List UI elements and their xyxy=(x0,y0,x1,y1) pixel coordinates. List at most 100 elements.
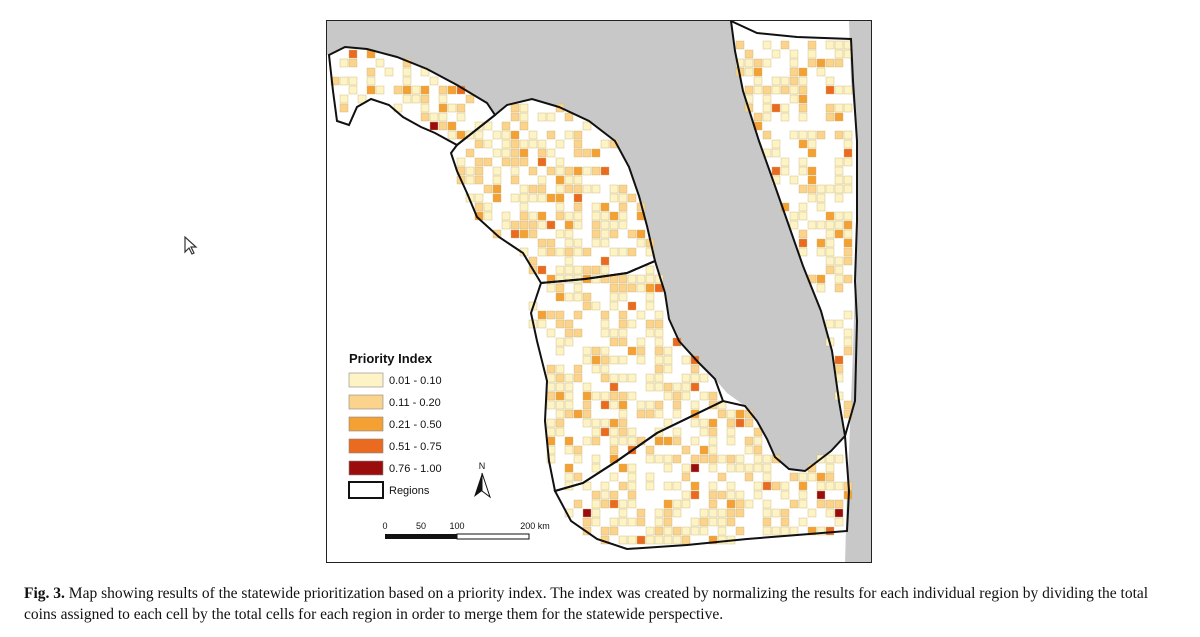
priority-cell xyxy=(807,220,817,230)
legend-label-4: 0.76 - 1.00 xyxy=(389,463,442,475)
priority-cell xyxy=(564,256,574,266)
priority-cell xyxy=(555,211,565,221)
priority-cell xyxy=(600,211,610,221)
priority-cell xyxy=(555,310,565,320)
priority-cell xyxy=(429,121,439,131)
legend-label-regions: Regions xyxy=(389,485,430,497)
priority-cell xyxy=(753,490,763,500)
priority-cell xyxy=(645,247,655,257)
priority-cell xyxy=(546,238,556,248)
priority-cell xyxy=(573,499,583,509)
priority-cell xyxy=(681,391,691,401)
priority-cell xyxy=(537,175,547,185)
priority-cell xyxy=(798,94,808,104)
priority-cell xyxy=(681,499,691,509)
priority-cell xyxy=(411,94,421,104)
priority-cell xyxy=(717,454,727,464)
priority-cell xyxy=(600,229,610,239)
priority-cell xyxy=(519,139,529,149)
priority-cell xyxy=(339,94,349,104)
north-label: N xyxy=(479,461,486,471)
priority-cell xyxy=(726,499,736,509)
priority-cell xyxy=(573,148,583,158)
priority-cell xyxy=(420,94,430,104)
priority-cell xyxy=(735,454,745,464)
priority-cell xyxy=(681,355,691,365)
priority-cell xyxy=(798,481,808,491)
priority-cell xyxy=(600,400,610,410)
priority-cell xyxy=(654,400,664,410)
priority-cell xyxy=(636,517,646,527)
priority-cell xyxy=(834,193,844,203)
priority-cell xyxy=(573,247,583,257)
priority-cell xyxy=(744,445,754,455)
priority-cell xyxy=(627,229,637,239)
priority-cell xyxy=(546,310,556,320)
priority-cell xyxy=(564,382,574,392)
priority-cell xyxy=(717,472,727,482)
priority-cell xyxy=(537,193,547,203)
priority-cell xyxy=(762,526,772,536)
priority-cell xyxy=(339,58,349,68)
priority-cell xyxy=(582,247,592,257)
priority-cell xyxy=(645,382,655,392)
priority-cell xyxy=(555,319,565,329)
priority-cell xyxy=(384,67,394,77)
priority-cell xyxy=(843,175,853,185)
priority-cell xyxy=(807,193,817,203)
priority-cell xyxy=(609,328,619,338)
priority-cell xyxy=(546,166,556,176)
priority-cell xyxy=(645,400,655,410)
priority-cell xyxy=(699,526,709,536)
priority-cell xyxy=(609,193,619,203)
priority-cell xyxy=(690,526,700,536)
priority-cell xyxy=(717,517,727,527)
priority-cell xyxy=(564,436,574,446)
priority-cell xyxy=(573,364,583,374)
priority-cell xyxy=(582,346,592,356)
priority-cell xyxy=(843,157,853,167)
priority-cell xyxy=(780,85,790,95)
priority-cell xyxy=(555,193,565,203)
priority-cell xyxy=(546,193,556,203)
priority-cell xyxy=(717,490,727,500)
priority-cell xyxy=(825,112,835,122)
priority-cell xyxy=(807,526,817,536)
priority-cell xyxy=(519,157,529,167)
priority-cell xyxy=(591,364,601,374)
priority-cell xyxy=(843,130,853,140)
priority-cell xyxy=(789,499,799,509)
priority-cell xyxy=(699,391,709,401)
priority-cell xyxy=(591,211,601,221)
priority-cell xyxy=(627,481,637,491)
priority-cell xyxy=(501,157,511,167)
priority-cell xyxy=(348,49,358,59)
region-boundaries xyxy=(327,21,859,551)
priority-cell xyxy=(564,175,574,185)
priority-cell xyxy=(807,40,817,50)
priority-cell xyxy=(564,292,574,302)
priority-cell xyxy=(762,103,772,113)
priority-cell xyxy=(843,103,853,113)
priority-cell xyxy=(636,409,646,419)
priority-cell xyxy=(681,373,691,383)
priority-cell xyxy=(834,283,844,293)
priority-cell xyxy=(609,337,619,347)
priority-cell xyxy=(663,499,673,509)
priority-cell xyxy=(366,85,376,95)
priority-cell xyxy=(762,508,772,518)
priority-cell xyxy=(645,526,655,536)
priority-cell xyxy=(825,85,835,95)
priority-cell xyxy=(825,247,835,257)
priority-cell xyxy=(672,526,682,536)
priority-cell xyxy=(438,94,448,104)
priority-cell xyxy=(663,526,673,536)
gulf-water xyxy=(327,21,845,471)
priority-cell xyxy=(564,391,574,401)
priority-cell xyxy=(708,418,718,428)
priority-cell xyxy=(618,337,628,347)
priority-cell xyxy=(744,499,754,509)
priority-cell xyxy=(438,103,448,113)
priority-cell xyxy=(735,490,745,500)
priority-cell xyxy=(501,211,511,221)
